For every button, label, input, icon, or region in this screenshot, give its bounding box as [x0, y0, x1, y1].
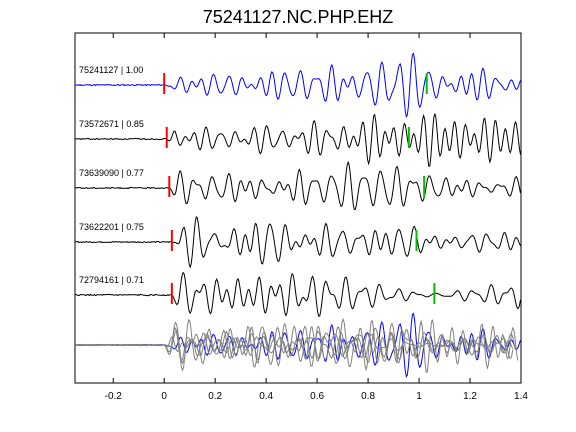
trace-label: 73572671 | 0.85	[79, 119, 144, 129]
x-tick-label: 1.4	[514, 391, 528, 402]
trace-label: 72794161 | 0.71	[79, 275, 144, 285]
x-tick-label: 1.2	[463, 391, 477, 402]
x-axis: -0.2 0 0.2 0.4 0.6 0.8 1 1.2 1.4	[105, 33, 528, 402]
x-tick-label: 1	[416, 391, 422, 402]
trace-labels: 75241127 | 1.00 73572671 | 0.85 73639090 |…	[79, 65, 144, 285]
chart-title: 75241127.NC.PHP.EHZ	[203, 7, 393, 27]
trace-waveform	[74, 271, 521, 317]
stacked-waveform	[75, 321, 514, 367]
trace-label: 73622201 | 0.75	[79, 222, 144, 232]
trace-waveform	[74, 215, 521, 269]
trace-waveform	[75, 113, 521, 167]
trace-waveform	[75, 52, 521, 119]
trace-label: 73639090 | 0.77	[79, 168, 144, 178]
plot-frame	[74, 32, 522, 384]
x-tick-label: 0.6	[310, 391, 324, 402]
x-tick-label: 0.2	[208, 391, 222, 402]
plot-area	[74, 52, 521, 379]
trace-waveform	[74, 160, 521, 211]
trace-label: 75241127 | 1.00	[79, 65, 143, 75]
x-tick-label: 0.8	[361, 391, 375, 402]
x-tick-label: 0.4	[259, 391, 273, 402]
x-tick-label: 0	[161, 391, 167, 402]
x-tick-label: -0.2	[105, 391, 123, 402]
